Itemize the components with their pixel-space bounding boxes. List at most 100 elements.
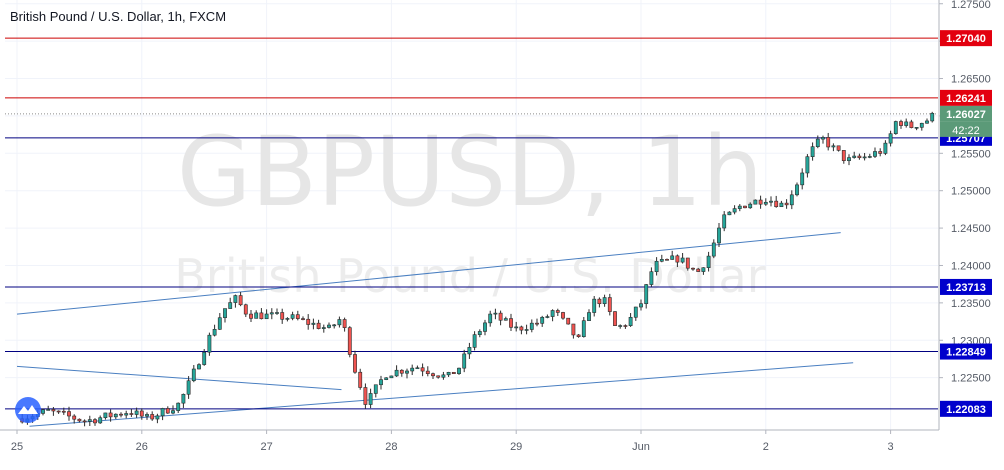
logo-icon[interactable] [15,397,41,423]
candle[interactable] [457,367,461,375]
candle[interactable] [87,419,92,422]
candle[interactable] [509,318,513,328]
candle[interactable] [358,371,363,388]
candle[interactable] [61,410,66,413]
candle[interactable] [389,375,394,379]
candle[interactable] [420,367,425,372]
candle[interactable] [108,412,113,418]
candle[interactable] [659,259,664,262]
candle[interactable] [743,205,747,209]
candle[interactable] [165,408,170,414]
candle[interactable] [914,127,919,129]
candle[interactable] [207,334,212,353]
candle[interactable] [815,138,820,147]
candle[interactable] [555,310,560,313]
candle[interactable] [841,150,846,162]
candle[interactable] [405,370,409,374]
candle[interactable] [748,203,753,209]
candle[interactable] [618,325,623,327]
candle[interactable] [93,419,97,424]
candle[interactable] [847,157,851,162]
candle[interactable] [493,312,498,315]
candle[interactable] [717,227,721,244]
candle[interactable] [113,413,118,418]
candle[interactable] [727,211,732,216]
trendline-3[interactable] [29,362,854,427]
candle[interactable] [155,415,160,420]
candle[interactable] [821,137,825,140]
candle[interactable] [368,393,373,405]
candle[interactable] [316,322,321,329]
candle[interactable] [139,410,144,417]
candle[interactable] [550,310,555,317]
candle[interactable] [919,122,924,128]
candle[interactable] [186,380,191,395]
price-axis[interactable] [939,0,1004,430]
candle[interactable] [607,297,612,312]
candle[interactable] [633,306,638,318]
candle[interactable] [160,408,165,417]
candle[interactable] [883,142,888,154]
candle[interactable] [332,324,337,327]
candle[interactable] [197,364,201,370]
candle[interactable] [774,200,779,208]
candle[interactable] [410,367,415,372]
trendline-1[interactable] [16,232,841,315]
candle[interactable] [488,313,493,324]
candle[interactable] [566,317,571,325]
candle[interactable] [249,313,253,319]
candle[interactable] [722,214,727,229]
trendline-2[interactable] [16,365,342,391]
candle[interactable] [862,156,867,159]
candle[interactable] [753,199,758,205]
candle[interactable] [675,255,680,263]
candle[interactable] [670,255,675,260]
candle[interactable] [425,370,430,374]
candle[interactable] [347,327,352,355]
candle[interactable] [441,374,446,378]
candle[interactable] [41,409,45,414]
candle[interactable] [623,325,628,327]
candle[interactable] [363,387,368,405]
candle[interactable] [904,121,909,126]
candle[interactable] [399,369,404,374]
candle[interactable] [243,304,248,315]
candle[interactable] [810,146,815,157]
candle[interactable] [602,297,607,305]
candle[interactable] [254,312,259,319]
candle[interactable] [477,331,482,335]
candle[interactable] [472,334,477,348]
candle[interactable] [691,267,695,270]
candle[interactable] [576,334,581,337]
candle[interactable] [779,202,784,208]
candle[interactable] [784,202,789,206]
candle[interactable] [899,121,903,126]
candle[interactable] [628,316,633,326]
candle[interactable] [269,312,274,315]
candle[interactable] [789,194,794,206]
candle[interactable] [483,322,487,332]
candle[interactable] [446,371,451,376]
candle[interactable] [930,112,935,122]
candle[interactable] [680,257,685,263]
candle[interactable] [82,420,87,423]
candle[interactable] [46,409,51,411]
candle[interactable] [171,410,175,414]
candle[interactable] [873,151,877,157]
candle[interactable] [415,367,420,370]
candle[interactable] [321,327,326,329]
candle[interactable] [280,312,285,320]
candle[interactable] [212,329,217,336]
candle[interactable] [379,379,383,386]
candle[interactable] [524,329,529,331]
candle[interactable] [290,314,295,319]
candle[interactable] [696,268,701,272]
candle[interactable] [124,413,129,416]
candle[interactable] [826,137,831,148]
candle[interactable] [301,318,305,320]
candle[interactable] [597,298,602,305]
candle[interactable] [77,418,82,422]
candle[interactable] [337,319,342,326]
candle[interactable] [384,377,389,380]
